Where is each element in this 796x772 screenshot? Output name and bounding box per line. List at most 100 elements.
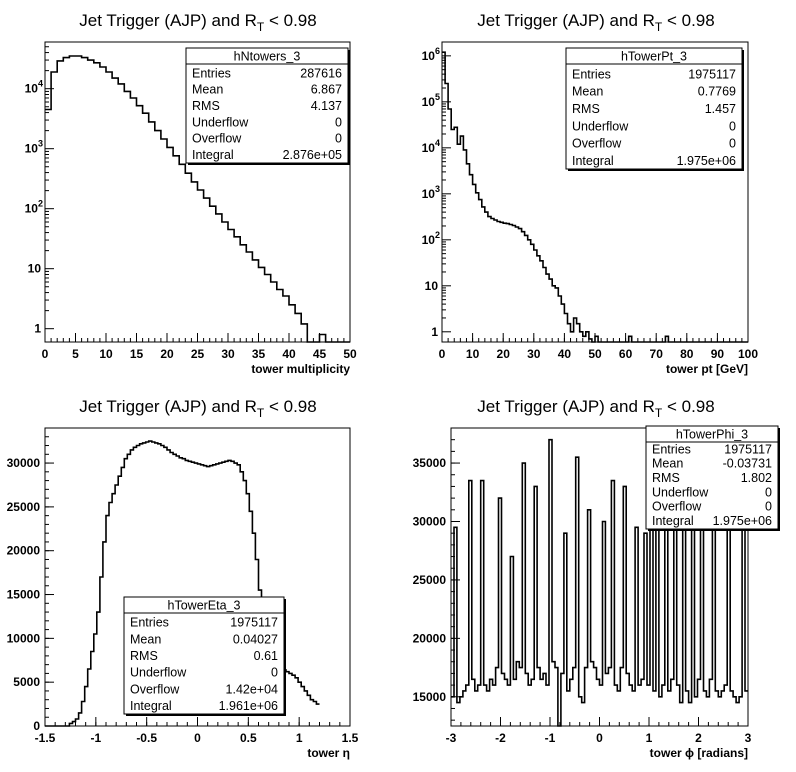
stats-row-value: 0.04027: [233, 632, 278, 646]
chart-title-subscript: T: [257, 406, 265, 420]
stats-row-value: 1.457: [705, 102, 736, 116]
y-tick-label: 104: [25, 79, 43, 96]
chart-title-subscript: T: [257, 20, 265, 34]
x-tick-label: 70: [650, 347, 664, 361]
stats-row-value: 0: [765, 500, 772, 514]
x-tick-label: 5: [72, 347, 79, 361]
chart-title-main: Jet Trigger (AJP) and R: [477, 397, 655, 416]
y-tick-base: 10: [28, 262, 42, 276]
y-tick-label: 106: [422, 46, 440, 63]
y-tick-label: 20000: [7, 544, 41, 558]
stats-histogram-name: hTowerPhi_3: [676, 428, 748, 442]
y-tick-base: 1: [34, 322, 41, 336]
stats-row-value: 1975117: [724, 442, 772, 456]
stats-histogram-name: hNtowers_3: [234, 50, 301, 64]
chart-title-tail: < 0.98: [662, 11, 714, 30]
x-tick-label: 35: [252, 347, 266, 361]
y-tick-label: 1: [431, 325, 438, 339]
chart-title: Jet Trigger (AJP) and RT < 0.98: [79, 11, 316, 34]
x-tick-label: 3: [745, 731, 752, 745]
chart-title-main: Jet Trigger (AJP) and R: [477, 11, 655, 30]
y-tick-exponent: 4: [435, 138, 440, 148]
chart-panel-3: Jet Trigger (AJP) and RT < 0.98 -1.5 -1 -0.…: [7, 397, 359, 760]
chart-title-subscript: T: [655, 20, 663, 34]
stats-row-value: 4.137: [311, 99, 342, 113]
y-tick-label: 0: [33, 719, 40, 733]
stats-row-label: Mean: [652, 457, 683, 471]
x-tick-label: 2: [695, 731, 702, 745]
y-tick-label: 25000: [7, 500, 41, 514]
stats-row-value: 2.876e+05: [283, 148, 342, 162]
x-tick-label: 10: [466, 347, 480, 361]
y-tick-label: 102: [25, 199, 43, 216]
y-tick-exponent: 6: [435, 46, 440, 56]
chart-panel-1: Jet Trigger (AJP) and RT < 0.980 5 10 15 20 2…: [25, 11, 357, 376]
chart-title-tail: < 0.98: [264, 11, 316, 30]
stats-row-label: Entries: [652, 442, 691, 456]
stats-row-label: Underflow: [652, 485, 709, 499]
y-tick-base: 10: [425, 279, 439, 293]
x-tick-label: -1.5: [35, 731, 56, 745]
y-tick-label: 30000: [413, 514, 447, 528]
stats-row-label: Mean: [130, 632, 161, 646]
x-tick-label: 90: [711, 347, 725, 361]
x-tick-label: -1: [545, 731, 556, 745]
y-tick-label: 25000: [413, 573, 447, 587]
stats-row-label: Mean: [192, 83, 223, 97]
y-tick-label: 5000: [13, 675, 40, 689]
stats-box-frame: [185, 47, 349, 164]
x-tick-label: 50: [343, 347, 357, 361]
chart-title: Jet Trigger (AJP) and RT < 0.98: [477, 397, 714, 420]
y-tick-label: 35000: [413, 456, 447, 470]
y-tick-label: 1: [34, 322, 41, 336]
x-tick-label: 30: [221, 347, 235, 361]
stats-row-label: Overflow: [572, 137, 622, 151]
stats-row-value: 1.961e+06: [219, 699, 278, 713]
x-tick-label: -1: [90, 731, 101, 745]
y-tick-label: 105: [422, 92, 440, 109]
y-tick-base: 10: [422, 49, 436, 63]
stats-row-value: 1.975e+06: [713, 514, 772, 528]
stats-row-value: 1.42e+04: [226, 682, 279, 696]
x-tick-label: -0.5: [136, 731, 157, 745]
y-tick-label: 15000: [413, 690, 447, 704]
x-tick-label: 1.5: [342, 731, 359, 745]
histogram-line: [45, 55, 350, 343]
chart-title-subscript: T: [655, 406, 663, 420]
stats-row-value: 0.61: [254, 649, 278, 663]
x-tick-label: -3: [446, 731, 457, 745]
y-tick-exponent: 2: [38, 199, 43, 209]
stats-row-label: Underflow: [192, 115, 249, 129]
stats-row-value: -0.03731: [723, 457, 772, 471]
stats-row-value: 0: [335, 132, 342, 146]
chart-title-main: Jet Trigger (AJP) and R: [79, 397, 257, 416]
stats-row-label: Overflow: [652, 500, 702, 514]
x-tick-label: 30: [527, 347, 541, 361]
stats-row-label: Integral: [192, 148, 234, 162]
y-tick-label: 10: [28, 262, 42, 276]
x-tick-label: 20: [160, 347, 174, 361]
x-tick-label: 0: [42, 347, 49, 361]
stats-row-value: 1.802: [741, 471, 772, 485]
x-tick-label: 40: [282, 347, 296, 361]
x-tick-label: 0: [596, 731, 603, 745]
stats-row-label: Mean: [572, 85, 603, 99]
x-tick-label: 50: [588, 347, 602, 361]
y-tick-base: 1: [431, 325, 438, 339]
stats-row-value: 0: [729, 119, 736, 133]
stats-row-label: Underflow: [572, 119, 629, 133]
chart-title: Jet Trigger (AJP) and RT < 0.98: [79, 397, 316, 420]
y-tick-label: 30000: [7, 456, 41, 470]
y-tick-label: 103: [422, 184, 440, 201]
stats-histogram-name: hTowerPt_3: [621, 50, 687, 64]
stats-row-label: Overflow: [192, 132, 242, 146]
chart-title-main: Jet Trigger (AJP) and R: [79, 11, 257, 30]
chart-title-tail: < 0.98: [662, 397, 714, 416]
x-tick-label: 20: [497, 347, 511, 361]
stats-row-label: Entries: [192, 66, 231, 80]
x-tick-label: 0: [439, 347, 446, 361]
y-tick-exponent: 5: [435, 92, 440, 102]
stats-row-label: Entries: [130, 616, 169, 630]
